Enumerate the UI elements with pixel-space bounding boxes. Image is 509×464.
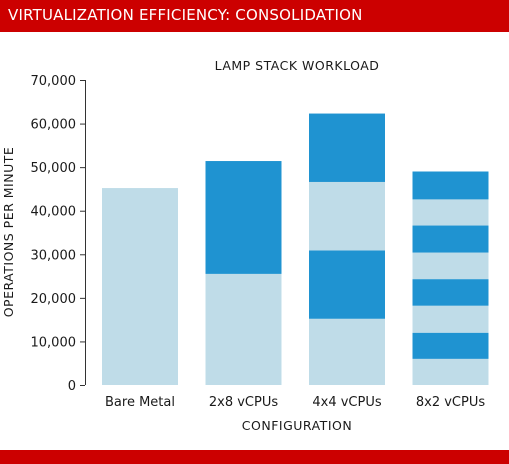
bar-segment <box>309 250 385 319</box>
y-axis-ticks: 0 10,000 20,000 30,000 40,000 50,000 60,000 70,… <box>31 74 85 394</box>
y-tick-label: 20,000 <box>31 292 77 307</box>
bar-segment <box>412 171 489 200</box>
bar-segment <box>205 273 282 385</box>
x-tick-label: 8x2 vCPUs <box>416 395 485 410</box>
y-axis-label: OPERATIONS PER MINUTE <box>1 147 16 318</box>
bar-segment <box>102 188 178 385</box>
bar-segment <box>412 279 489 306</box>
y-tick-label: 10,000 <box>31 335 77 350</box>
y-tick-label: 30,000 <box>31 248 77 263</box>
y-tick-label: 70,000 <box>31 74 77 89</box>
header-title: VIRTUALIZATION EFFICIENCY: CONSOLIDATION <box>8 6 363 24</box>
y-tick-label: 60,000 <box>31 118 77 133</box>
chart: LAMP STACK WORKLOAD CONFIGURATION OPERAT… <box>1 58 489 433</box>
bar-segment <box>309 113 385 182</box>
bar-segment <box>412 199 489 226</box>
x-axis-ticks: Bare Metal 2x8 vCPUs 4x4 vCPUs 8x2 vCPUs <box>105 395 485 410</box>
bar-segment <box>309 318 385 385</box>
y-tick-label: 0 <box>68 379 76 394</box>
bar-segment <box>412 225 489 253</box>
bar-segment <box>412 252 489 280</box>
bar-segment <box>412 332 489 359</box>
x-tick-label: Bare Metal <box>105 395 175 410</box>
bar-segment <box>205 161 282 274</box>
x-axis-label: CONFIGURATION <box>242 418 352 433</box>
bars <box>102 113 489 385</box>
header-bar: VIRTUALIZATION EFFICIENCY: CONSOLIDATION <box>0 0 509 32</box>
x-tick-label: 4x4 vCPUs <box>312 395 381 410</box>
footer-bar <box>0 450 509 464</box>
y-tick-label: 50,000 <box>31 161 77 176</box>
chart-title: LAMP STACK WORKLOAD <box>215 58 380 73</box>
bar-segment <box>412 358 489 385</box>
bar-segment <box>412 305 489 333</box>
y-tick-label: 40,000 <box>31 205 77 220</box>
x-tick-label: 2x8 vCPUs <box>209 395 278 410</box>
bar-segment <box>309 181 385 251</box>
